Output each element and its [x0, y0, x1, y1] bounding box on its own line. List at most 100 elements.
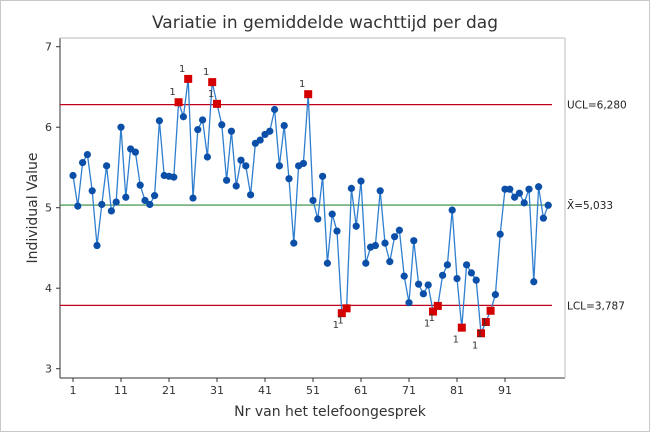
data-point [525, 185, 533, 193]
test-flag-label: 1 [169, 87, 175, 98]
data-point [232, 182, 240, 190]
data-point [323, 259, 331, 267]
data-point [381, 239, 389, 247]
out-of-control-point [208, 78, 217, 87]
data-point [88, 187, 96, 195]
test-flag-label: 1 [299, 79, 305, 90]
data-point [439, 271, 447, 279]
data-point [227, 127, 235, 135]
data-point [391, 233, 399, 241]
x-tick-label: 41 [258, 384, 272, 397]
x-axis-label: Nr van het telefoongesprek [234, 404, 427, 420]
out-of-control-point [174, 98, 183, 107]
data-point [535, 183, 543, 191]
x-tick-label: 51 [306, 384, 320, 397]
data-point [319, 172, 327, 180]
data-point [463, 261, 471, 269]
chart-title: Variatie in gemiddelde wachttijd per dag [152, 13, 498, 33]
y-tick-label: 3 [45, 363, 52, 376]
data-point [256, 136, 264, 144]
data-point [328, 210, 336, 218]
y-tick-label: 5 [45, 202, 52, 215]
test-flag-label: 1 [453, 335, 459, 346]
out-of-control-point [342, 304, 351, 313]
out-of-control-point [429, 307, 437, 316]
out-of-control-point [213, 99, 221, 108]
data-point [309, 196, 317, 205]
test-flag-label: 1 [424, 319, 430, 330]
data-point [376, 187, 384, 195]
test-flag-label: 1 [333, 320, 339, 331]
data-point [170, 173, 178, 181]
data-point [472, 276, 480, 284]
out-of-control-point [457, 323, 466, 332]
data-point [103, 162, 111, 170]
data-point [539, 214, 548, 222]
data-point [74, 202, 82, 210]
data-point [199, 116, 207, 124]
out-of-control-point [481, 318, 490, 327]
series-line [72, 78, 549, 334]
data-point [419, 290, 427, 298]
data-point [400, 272, 408, 280]
data-point [520, 199, 528, 207]
data-point [155, 117, 163, 125]
data-point [107, 207, 115, 215]
data-point [247, 191, 255, 199]
data-point [223, 176, 231, 184]
y-tick-label: 6 [45, 121, 52, 134]
out-of-control-point [184, 74, 193, 83]
data-point [410, 237, 418, 245]
test-flag-label: 1 [203, 67, 209, 78]
data-point [467, 269, 475, 277]
control-limit-label: UCL=6,280 [567, 100, 627, 112]
data-point [179, 113, 187, 121]
control-limit-label: LCL=3,787 [567, 300, 625, 312]
y-axis-label: Individual Value [25, 152, 41, 263]
x-tick-label: 81 [450, 384, 464, 397]
x-tick-label: 31 [210, 384, 224, 397]
out-of-control-point [304, 90, 313, 99]
data-point [299, 159, 307, 168]
data-point [242, 162, 250, 170]
data-point [69, 171, 77, 180]
data-point [333, 227, 341, 235]
data-point [357, 177, 365, 185]
data-point [386, 258, 394, 266]
data-point [194, 126, 202, 134]
out-of-control-point [486, 306, 495, 315]
data-point [530, 278, 538, 286]
x-tick-label: 21 [162, 384, 176, 397]
data-point [218, 121, 226, 129]
data-point [189, 194, 197, 202]
data-point [266, 127, 274, 135]
data-point [275, 162, 283, 170]
data-point [122, 193, 130, 201]
data-point [506, 185, 514, 193]
data-point [237, 156, 245, 164]
test-flag-label: 1 [179, 64, 185, 75]
data-point [151, 192, 159, 200]
data-point [146, 200, 154, 209]
data-point [491, 291, 499, 299]
test-flag-label: 1 [477, 329, 483, 340]
test-flag-label: 1 [472, 340, 478, 351]
data-point [141, 196, 149, 205]
x-tick-label: 91 [498, 384, 512, 397]
data-point [79, 159, 87, 167]
data-point [83, 150, 91, 159]
y-tick-label: 4 [45, 282, 52, 295]
data-point [453, 274, 461, 283]
data-point [285, 175, 293, 183]
test-flag-label: 1 [337, 315, 343, 326]
data-point [271, 105, 279, 114]
test-flag-label: 1 [481, 318, 487, 329]
data-point [448, 206, 456, 214]
data-point [112, 198, 120, 206]
data-point [136, 181, 144, 189]
data-point [371, 241, 379, 250]
data-point [496, 230, 504, 238]
data-point [117, 123, 125, 131]
data-point [347, 184, 355, 192]
